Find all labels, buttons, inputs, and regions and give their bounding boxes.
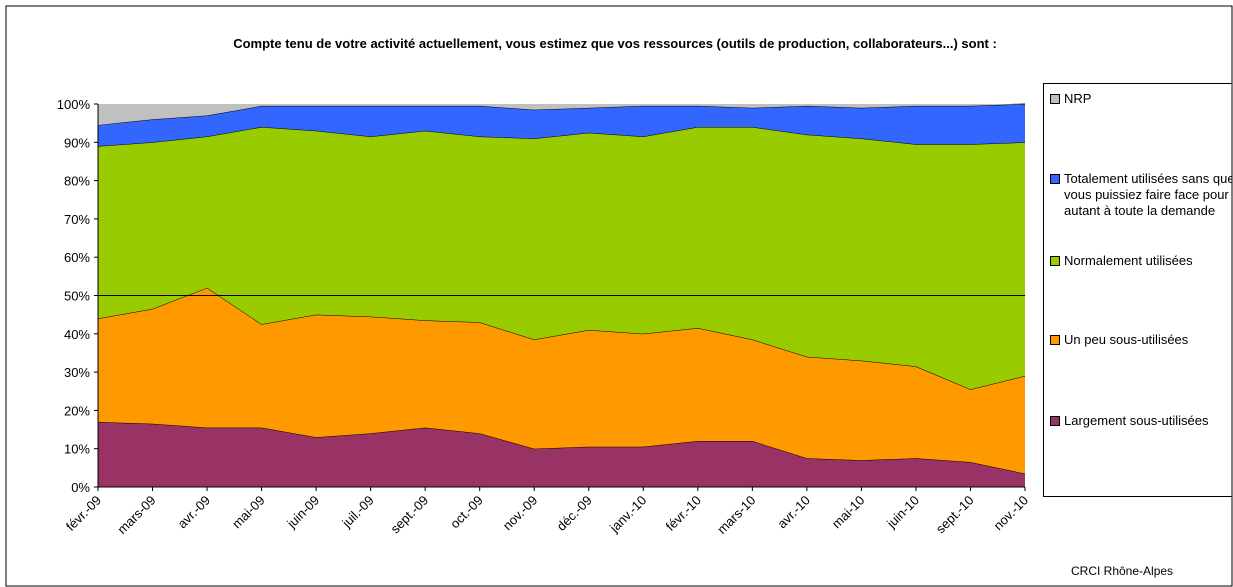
- area: [98, 104, 1025, 147]
- legend-label: Totalement utilisées sans que vous puiss…: [1064, 171, 1232, 218]
- y-tick-label: 90%: [64, 135, 90, 150]
- x-tick-label: déc.-09: [554, 493, 595, 534]
- legend-item: Largement sous-utilisées: [1050, 413, 1232, 429]
- area: [98, 421, 1025, 487]
- x-tick-label: juin-10: [883, 493, 922, 532]
- legend-swatch: [1050, 94, 1060, 104]
- y-tick-label: 0%: [71, 480, 90, 495]
- x-tick-label: mai-09: [229, 493, 268, 532]
- legend-swatch: [1050, 256, 1060, 266]
- legend-item: Totalement utilisées sans que vous puiss…: [1050, 171, 1232, 219]
- legend-swatch: [1050, 335, 1060, 345]
- y-tick-label: 10%: [64, 442, 90, 457]
- area: [98, 104, 1025, 126]
- y-tick-label: 40%: [64, 327, 90, 342]
- legend-swatch: [1050, 416, 1060, 426]
- x-tick-label: avr.-09: [174, 493, 213, 532]
- y-tick-label: 70%: [64, 212, 90, 227]
- legend-label: Largement sous-utilisées: [1064, 413, 1209, 428]
- legend-item: NRP: [1050, 91, 1232, 107]
- y-tick-label: 60%: [64, 250, 90, 265]
- x-tick-label: juin-09: [283, 493, 322, 532]
- x-tick-label: sept.-09: [387, 493, 431, 537]
- y-tick-label: 100%: [57, 97, 91, 112]
- x-tick-label: mai-10: [829, 493, 868, 532]
- x-tick-label: nov.-09: [500, 493, 541, 534]
- legend-swatch: [1050, 174, 1060, 184]
- legend-item: Un peu sous-utilisées: [1050, 332, 1232, 348]
- area: [98, 126, 1025, 390]
- area: [98, 287, 1025, 474]
- legend-label: Un peu sous-utilisées: [1064, 332, 1189, 347]
- y-tick-label: 30%: [64, 365, 90, 380]
- legend-item: Normalement utilisées: [1050, 253, 1232, 269]
- x-tick-label: nov.-10: [991, 493, 1032, 534]
- x-tick-label: janv.-10: [606, 493, 649, 536]
- x-tick-label: juil.-09: [338, 493, 376, 531]
- x-tick-label: oct.-09: [447, 493, 486, 532]
- x-tick-label: avr.-10: [774, 493, 813, 532]
- x-tick-label: févr.-10: [663, 493, 704, 534]
- legend-label: NRP: [1064, 91, 1092, 106]
- x-tick-label: sept.-10: [933, 493, 977, 537]
- x-tick-label: mars-09: [114, 493, 158, 537]
- y-tick-label: 80%: [64, 174, 90, 189]
- chart-title: Compte tenu de votre activité actuelleme…: [233, 36, 997, 51]
- legend: NRP Totalement utilisées sans que vous pu…: [1043, 83, 1232, 497]
- source: CRCI Rhône-Alpes: [1071, 564, 1174, 578]
- y-tick-label: 50%: [64, 289, 90, 304]
- legend-label: Normalement utilisées: [1064, 253, 1193, 268]
- y-tick-label: 20%: [64, 403, 90, 418]
- x-tick-label: mars-10: [714, 493, 758, 537]
- chart-border: [5, 5, 1233, 587]
- x-tick-label: févr.-09: [63, 493, 104, 534]
